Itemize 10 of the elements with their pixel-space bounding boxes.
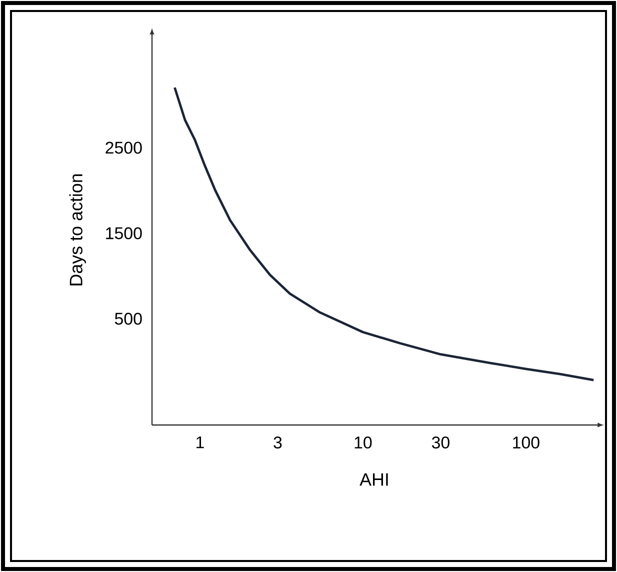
y-tick-label: 1500: [106, 227, 142, 240]
y-tick-label: 2500: [106, 142, 142, 154]
x-tick-label: 3: [274, 436, 282, 448]
y-axis-title: Days to action: [69, 174, 86, 286]
y-tick-label: 500: [114, 312, 142, 325]
x-tick-label: 100: [513, 436, 540, 448]
x-tick-label: 30: [432, 436, 450, 448]
x-axis-title: AHI: [360, 473, 388, 486]
x-tick-label: 10: [354, 436, 372, 448]
x-tick-label: 1: [196, 436, 204, 448]
